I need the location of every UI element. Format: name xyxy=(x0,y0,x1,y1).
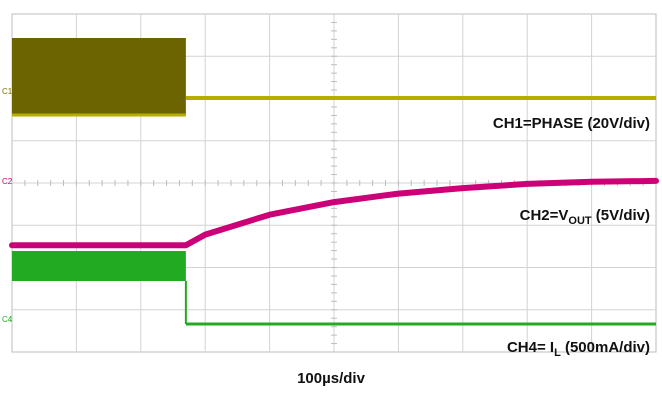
channel-2-trace: C2 xyxy=(2,177,659,249)
channel-4-trace: C4 xyxy=(2,251,656,326)
ch1-switching-burst xyxy=(12,38,186,115)
grid xyxy=(11,13,657,353)
ch4-legend-label: CH4= IL (500mA/div) xyxy=(507,339,650,359)
ch4-ground-marker: C4 xyxy=(2,315,13,324)
ch2-label-main: CH2=V xyxy=(520,207,569,224)
ch2-label-sub: OUT xyxy=(568,215,592,227)
ch4-label-sub: L xyxy=(554,347,561,359)
ch4-label-main: CH4= I xyxy=(507,339,554,356)
x-axis-scale-label: 100µs/div xyxy=(297,370,365,387)
ch2-ground-marker: C2 xyxy=(2,177,13,186)
ch2-legend-label: CH2=VOUT (5V/div) xyxy=(520,207,650,227)
ch2-vout-curve xyxy=(9,177,659,249)
ch2-label-tail: (5V/div) xyxy=(592,207,650,224)
ch4-label-tail: (500mA/div) xyxy=(561,339,650,356)
ch4-ripple-band xyxy=(12,251,186,281)
ch1-ground-marker: C1 xyxy=(2,87,13,96)
channel-1-trace: C1 xyxy=(2,38,656,117)
ch1-legend-label: CH1=PHASE (20V/div) xyxy=(493,115,650,132)
